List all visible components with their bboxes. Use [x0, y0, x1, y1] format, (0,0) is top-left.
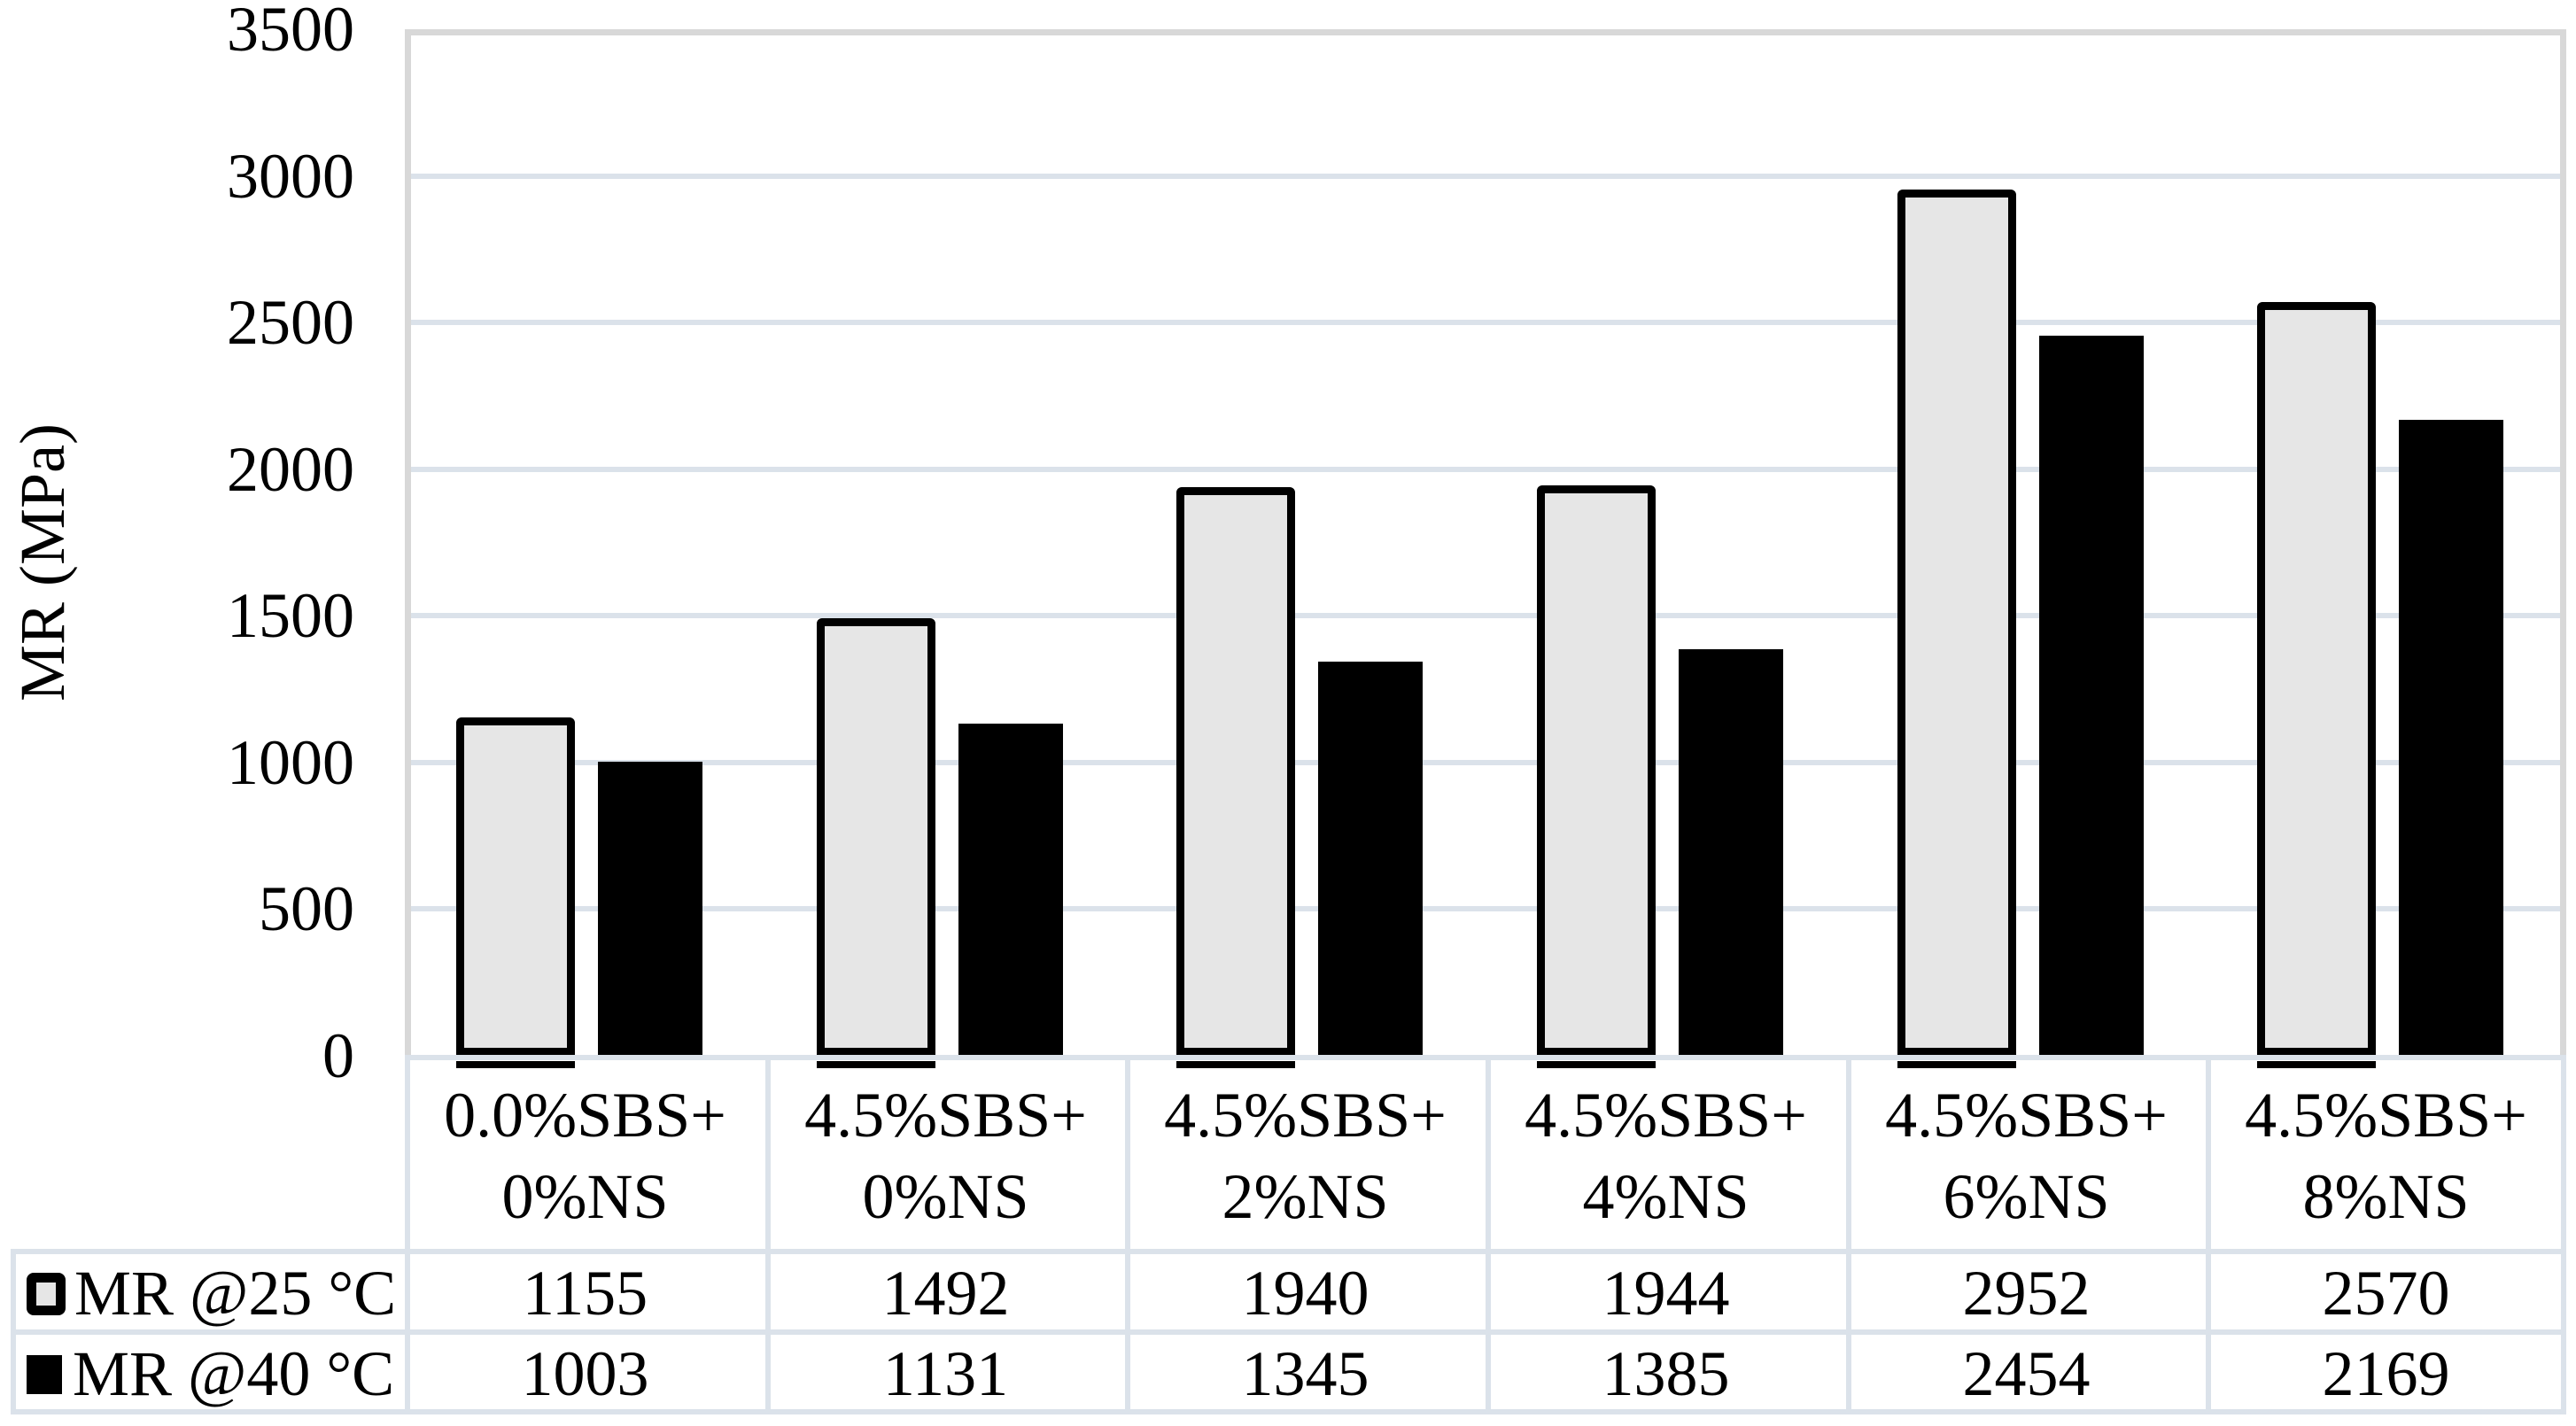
bar-mr-40 [2399, 420, 2503, 1056]
y-tick-label: 2500 [227, 287, 354, 358]
table-h-border [11, 1329, 2566, 1335]
bar-mr-25-underline [1897, 1061, 2016, 1068]
y-tick-label: 500 [259, 873, 354, 944]
gridline [405, 760, 2566, 765]
plot-left-border [405, 29, 411, 1056]
category-cell: 4.5%SBS+ 2%NS [1164, 1080, 1447, 1232]
value-cell: 1345 [1241, 1338, 1369, 1409]
value-cell: 1155 [522, 1258, 648, 1329]
gridline [405, 613, 2566, 618]
table-v-border-outer-left [11, 1249, 16, 1414]
y-tick-label: 2000 [227, 434, 354, 505]
value-cell: 1940 [1241, 1258, 1369, 1329]
legend-key-mr40-icon [27, 1354, 62, 1394]
value-cell: 2952 [1962, 1258, 2091, 1329]
bar-mr-25 [1176, 487, 1295, 1056]
category-cell: 4.5%SBS+ 4%NS [1525, 1080, 1807, 1232]
value-cell: 1944 [1602, 1258, 1730, 1329]
value-cell: 1385 [1602, 1338, 1730, 1409]
bar-mr-25-underline [1537, 1061, 1656, 1068]
table-h-border [11, 1409, 2566, 1414]
table-v-border [765, 1056, 771, 1414]
table-v-border [2206, 1056, 2211, 1414]
bar-mr-40 [598, 762, 702, 1056]
table-v-border [1125, 1056, 1130, 1414]
value-cell: 1131 [882, 1338, 1009, 1409]
table-v-border [1846, 1056, 1851, 1414]
gridline [405, 174, 2566, 179]
bar-mr-25-underline [1176, 1061, 1295, 1068]
bar-mr-40 [1318, 662, 1423, 1056]
category-cell: 4.5%SBS+ 8%NS [2245, 1080, 2527, 1232]
value-cell: 1003 [521, 1338, 649, 1409]
bar-mr-40 [958, 724, 1063, 1056]
table-v-border [405, 1056, 410, 1414]
bar-mr-25 [817, 618, 935, 1056]
bar-mr-25 [2257, 302, 2376, 1056]
legend-key-mr25-icon [27, 1272, 66, 1315]
y-tick-label: 0 [322, 1020, 354, 1091]
y-tick-label: 3500 [227, 0, 354, 65]
plot-top-border [405, 29, 2566, 35]
category-cell: 4.5%SBS+ 0%NS [804, 1080, 1087, 1232]
category-cell: 0.0%SBS+ 0%NS [444, 1080, 726, 1232]
legend-label: MR @25 °C [74, 1258, 397, 1329]
y-tick-label: 1500 [227, 580, 354, 651]
table-v-border [2561, 1056, 2566, 1414]
bar-mr-25 [1537, 485, 1656, 1056]
y-tick-label: 3000 [227, 141, 354, 212]
value-cell: 2454 [1962, 1338, 2091, 1409]
bar-mr-25 [1897, 190, 2016, 1056]
value-cell: 1492 [881, 1258, 1010, 1329]
bar-mr-40 [2039, 336, 2144, 1056]
bar-mr-25 [456, 717, 575, 1056]
gridline [405, 320, 2566, 325]
table-v-border [1486, 1056, 1491, 1414]
plot-right-border [2560, 29, 2566, 1056]
category-cell: 4.5%SBS+ 6%NS [1885, 1080, 2168, 1232]
value-cell: 2570 [2322, 1258, 2450, 1329]
bar-mr-25-underline [456, 1061, 575, 1068]
bar-mr-25-underline [817, 1061, 935, 1068]
table-h-border [11, 1249, 2566, 1254]
gridline [405, 467, 2566, 472]
gridline [405, 906, 2566, 911]
bar-mr-25-underline [2257, 1061, 2376, 1068]
legend-row-mr40: MR @40 °C [11, 1334, 405, 1414]
y-tick-label: 1000 [227, 727, 354, 798]
bar-mr-40 [1679, 649, 1783, 1056]
legend-label: MR @40 °C [73, 1338, 395, 1409]
legend-row-mr25: MR @25 °C [11, 1253, 405, 1334]
value-cell: 2169 [2322, 1338, 2450, 1409]
